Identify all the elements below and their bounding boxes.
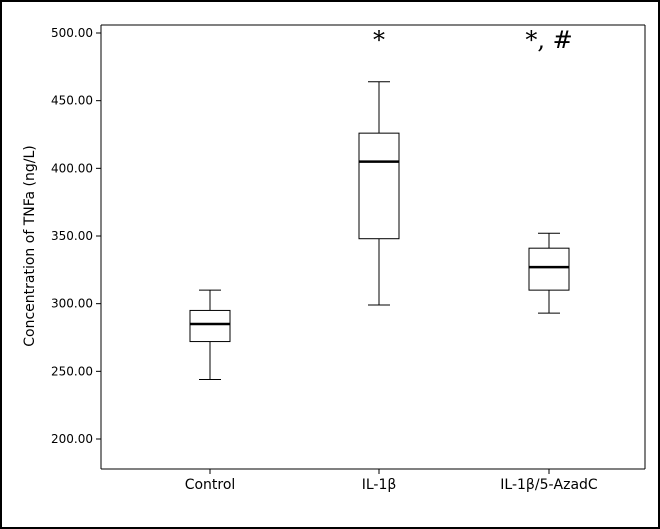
y-tick-label: 450.00 xyxy=(51,94,93,108)
significance-annotation: *, # xyxy=(525,26,572,54)
y-ticks: 200.00 250.00 300.00 350.00 400.00 450.00 500.… xyxy=(51,26,550,474)
axes xyxy=(100,24,646,470)
boxes: * *, # xyxy=(189,26,573,380)
y-tick-label: 200.00 xyxy=(51,432,93,446)
y-tick-label: 350.00 xyxy=(51,229,93,243)
y-axis-title: Concentration of TNFa (ng/L) xyxy=(22,145,38,346)
iqr-box xyxy=(528,247,570,291)
box-1 xyxy=(189,289,231,380)
category-labels: Control IL-1β IL-1β/5-AzadC xyxy=(185,477,598,493)
y-tick-label: 400.00 xyxy=(51,161,93,175)
box-2: * xyxy=(358,26,400,306)
x-category-label: Control xyxy=(185,477,236,493)
y-tick-label: 300.00 xyxy=(51,297,93,311)
iqr-box xyxy=(189,309,231,343)
box-3: *, # xyxy=(525,26,573,314)
y-tick-label: 250.00 xyxy=(51,364,93,378)
x-category-label: IL-1β xyxy=(362,477,397,493)
significance-annotation: * xyxy=(373,26,385,54)
y-tick-label: 500.00 xyxy=(51,26,93,40)
iqr-box xyxy=(358,132,400,240)
x-category-label: IL-1β/5-AzadC xyxy=(500,477,598,493)
